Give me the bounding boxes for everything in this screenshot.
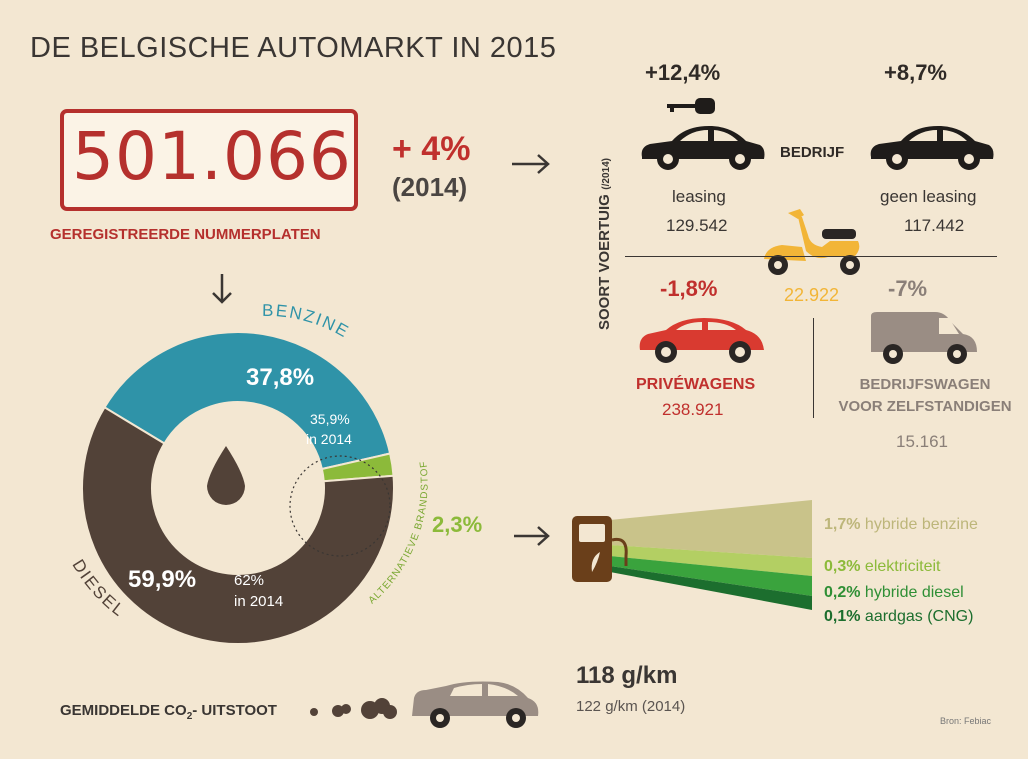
- scooter-icon: [764, 209, 860, 275]
- registrations-change: + 4%: [392, 130, 471, 168]
- registrations-change-ref: (2014): [392, 172, 468, 202]
- car-key-icon: [667, 98, 715, 114]
- leasing-car-icon: [641, 125, 765, 170]
- donut-slice-benzine: [103, 331, 392, 471]
- legend-item: 0,3% elektriciteit: [824, 558, 941, 575]
- registrations-box: [60, 109, 358, 211]
- company-label: BEDRIJF: [780, 144, 845, 161]
- fuel-pump-icon: [572, 516, 628, 582]
- van-value: 15.161: [896, 432, 948, 451]
- alt-fuel-highlight-circle: [289, 455, 391, 557]
- oil-drop-icon: [207, 446, 245, 506]
- diesel-2014-pct: 62%: [234, 572, 265, 589]
- divider-horizontal: [625, 256, 997, 257]
- source-note: Bron: Febiac: [940, 716, 992, 726]
- co2-value-2014: 122 g/km (2014): [576, 698, 686, 715]
- van-change: -7%: [888, 276, 928, 301]
- divider-vertical: [813, 318, 814, 418]
- diesel-2014-year: in 2014: [234, 593, 284, 610]
- legend-item: 0,2% hybride diesel: [824, 584, 964, 601]
- no-leasing-change: +8,7%: [884, 60, 947, 85]
- leasing-change: +12,4%: [645, 60, 721, 85]
- funnel-hybride-benzine: [610, 500, 812, 558]
- no-leasing-value: 117.442: [904, 216, 965, 235]
- benzine-2014-year: in 2014: [306, 431, 352, 447]
- non-leasing-car-icon: [870, 125, 994, 170]
- arrow-right-icon: [512, 154, 550, 174]
- arrow-down-icon: [212, 274, 232, 304]
- van-icon: [871, 312, 977, 364]
- private-car-icon: [639, 318, 764, 363]
- exhaust-smoke-icon: [310, 698, 397, 719]
- funnel-elektriciteit: [610, 545, 812, 576]
- van-label-line1: BEDRIJFSWAGEN: [859, 376, 991, 393]
- benzine-2014-pct: 35,9%: [310, 411, 350, 427]
- co2-car-icon: [412, 681, 539, 728]
- benzine-pct: 37,8%: [246, 364, 315, 391]
- page-title: DE BELGISCHE AUTOMARKT IN 2015: [30, 32, 557, 64]
- co2-label: GEMIDDELDE CO2- UITSTOOT: [60, 702, 277, 722]
- van-label-line2: VOOR ZELFSTANDIGEN: [838, 398, 1012, 415]
- leasing-value: 129.542: [666, 216, 728, 235]
- donut-slice-diesel: [81, 405, 395, 646]
- no-leasing-label: geen leasing: [880, 187, 977, 206]
- private-change: -1,8%: [660, 276, 718, 301]
- diesel-pct: 59,9%: [128, 566, 197, 593]
- private-value: 238.921: [662, 400, 724, 419]
- scooter-value: 22.922: [784, 285, 840, 305]
- private-label: PRIVÉWAGENS: [636, 376, 756, 393]
- arrow-right-icon: [514, 526, 550, 546]
- registrations-total: 501.066: [72, 118, 352, 195]
- funnel-aardgas: [610, 566, 812, 610]
- legend-item: 1,7% hybride benzine: [824, 516, 978, 533]
- alt-fuel-pct: 2,3%: [432, 512, 483, 537]
- funnel-hybride-diesel: [610, 556, 812, 596]
- legend-item: 0,1% aardgas (CNG): [824, 608, 974, 625]
- registrations-label: GEREGISTREERDE NUMMERPLATEN: [50, 226, 321, 243]
- leasing-label: leasing: [672, 187, 726, 206]
- co2-value: 118 g/km: [576, 662, 678, 689]
